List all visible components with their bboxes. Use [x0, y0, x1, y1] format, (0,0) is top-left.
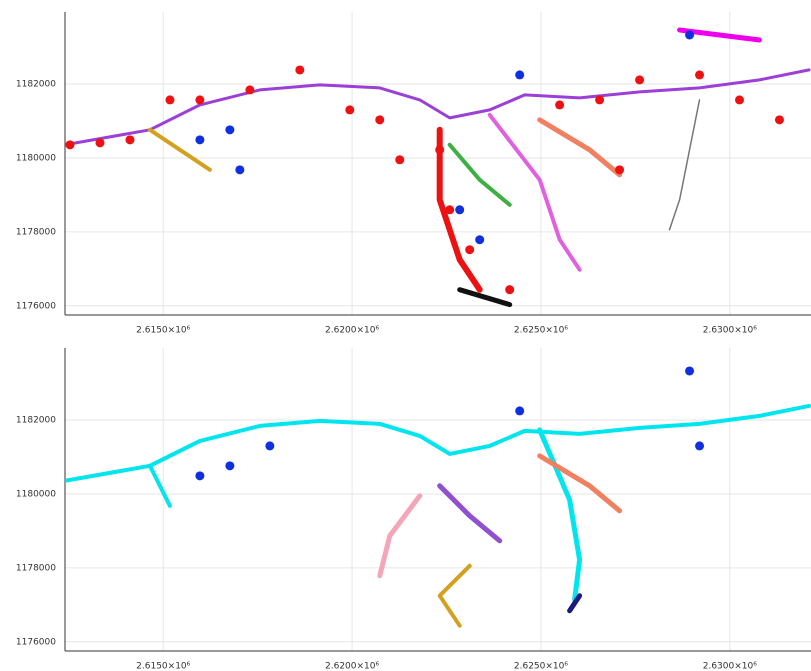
y-tick-label: 1182000	[16, 80, 56, 90]
point	[695, 441, 704, 450]
y-tick-label: 1180000	[16, 153, 56, 163]
y-tick-label: 1180000	[16, 489, 56, 499]
point	[195, 135, 204, 144]
point	[225, 125, 234, 134]
point	[65, 140, 74, 149]
x-tick-label: 2.6250×10⁶	[514, 326, 568, 336]
point	[445, 205, 454, 214]
x-tick-label: 2.6200×10⁶	[325, 326, 379, 336]
river-line	[670, 100, 700, 230]
river-line	[540, 456, 620, 511]
point	[95, 138, 104, 147]
point	[235, 165, 244, 174]
panel: 2.6150×10⁶ 2.6200×10⁶ 2.6250×10⁶ 2.6300×10⁶…	[16, 348, 811, 671]
river-line	[540, 430, 580, 600]
y-tick-label: 1176000	[16, 301, 56, 311]
point	[195, 95, 204, 104]
point	[505, 285, 514, 294]
point	[615, 165, 624, 174]
river-line	[540, 120, 620, 175]
y-tick-label: 1178000	[16, 563, 56, 573]
x-tick-label: 2.6150×10⁶	[136, 326, 190, 336]
y-tick-label: 1176000	[16, 637, 56, 647]
point	[165, 95, 174, 104]
river-line	[450, 145, 510, 205]
x-tick-label: 2.6200×10⁶	[325, 662, 379, 671]
point	[295, 65, 304, 74]
y-tick-label: 1182000	[16, 416, 56, 426]
point	[395, 155, 404, 164]
x-tick-label: 2.6150×10⁶	[136, 662, 190, 671]
point	[515, 70, 524, 79]
point	[635, 75, 644, 84]
x-tick-label: 2.6300×10⁶	[703, 662, 757, 671]
figure: 2.6150×10⁶ 2.6200×10⁶ 2.6250×10⁶ 2.6300×10⁶…	[0, 0, 811, 671]
point	[595, 95, 604, 104]
plot-area	[65, 366, 809, 625]
point	[775, 115, 784, 124]
river-line	[380, 496, 420, 576]
point	[555, 100, 564, 109]
point	[195, 471, 204, 480]
plot-area	[65, 30, 809, 305]
river-line	[440, 566, 470, 626]
river-line	[150, 466, 170, 506]
point	[695, 70, 704, 79]
point	[685, 30, 694, 39]
point	[245, 85, 254, 94]
point	[475, 235, 484, 244]
point	[435, 145, 444, 154]
point	[345, 105, 354, 114]
point	[735, 95, 744, 104]
point	[515, 406, 524, 415]
point	[685, 366, 694, 375]
x-tick-label: 2.6250×10⁶	[514, 662, 568, 671]
point	[375, 115, 384, 124]
y-tick-label: 1178000	[16, 227, 56, 237]
point	[125, 135, 134, 144]
point	[465, 245, 474, 254]
point	[455, 205, 464, 214]
point	[265, 441, 274, 450]
point	[225, 461, 234, 470]
panel: 2.6150×10⁶ 2.6200×10⁶ 2.6250×10⁶ 2.6300×10⁶…	[16, 12, 811, 336]
river-line	[460, 290, 510, 305]
x-tick-label: 2.6300×10⁶	[703, 326, 757, 336]
